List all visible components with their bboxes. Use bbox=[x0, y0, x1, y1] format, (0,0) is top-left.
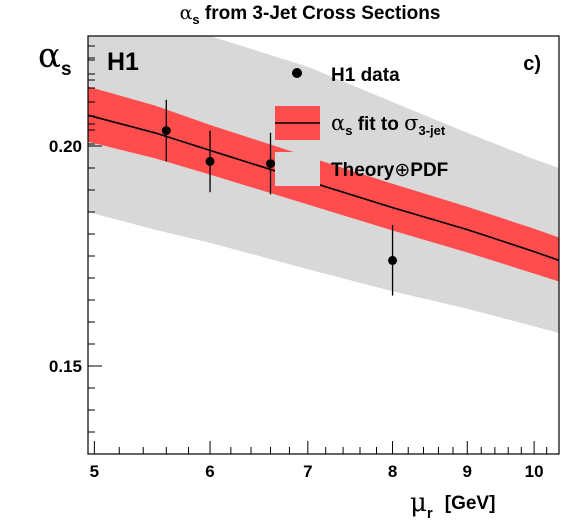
y-tick-label: 0.15 bbox=[49, 357, 82, 376]
y-tick-label: 0.20 bbox=[49, 137, 82, 156]
chart-title-symbol: α bbox=[180, 2, 193, 24]
legend-label: Theory⊕PDF bbox=[331, 160, 448, 181]
x-axis-unit: [GeV] bbox=[445, 493, 496, 514]
experiment-label: H1 bbox=[107, 48, 139, 76]
legend-label-part: α bbox=[331, 111, 345, 135]
data-point bbox=[205, 156, 215, 166]
chart-title: αs from 3-Jet Cross Sections bbox=[180, 2, 441, 27]
legend-marker-data bbox=[292, 68, 302, 78]
legend-label: H1 data bbox=[331, 65, 400, 86]
chart-title-text: from 3-Jet Cross Sections bbox=[200, 3, 441, 24]
legend-label-part: s bbox=[345, 123, 352, 138]
legend-label-part: σ bbox=[404, 111, 418, 135]
y-axis-label: αs bbox=[38, 36, 72, 80]
legend-label-part: 3-jet bbox=[418, 123, 445, 138]
panel-label: c) bbox=[523, 53, 541, 75]
legend-label: αs fit to σ3-jet bbox=[331, 111, 446, 138]
x-tick-label: 8 bbox=[388, 462, 397, 481]
y-axis-symbol: α bbox=[38, 36, 61, 76]
legend: H1 data αs fit to σ3-jet Theory⊕PDF bbox=[275, 65, 448, 186]
plot-frame bbox=[87, 35, 560, 455]
x-tick-label: 10 bbox=[525, 462, 544, 481]
y-axis-sub: s bbox=[61, 59, 72, 80]
data-point bbox=[388, 255, 398, 265]
data-point bbox=[161, 126, 171, 136]
x-tick-label: 5 bbox=[90, 462, 99, 481]
x-tick-label: 7 bbox=[303, 462, 312, 481]
x-axis-label: μr [GeV] bbox=[410, 488, 495, 522]
legend-label-part: Theory bbox=[331, 160, 395, 181]
data-point bbox=[266, 159, 276, 169]
axes: 0.150.200.255678910 bbox=[49, 35, 560, 481]
legend-swatch-theory bbox=[275, 152, 320, 186]
fit-line bbox=[87, 114, 560, 262]
legend-label-part: fit to bbox=[352, 114, 404, 135]
fit-band bbox=[88, 86, 559, 282]
chart-title-sub: s bbox=[192, 12, 199, 27]
x-axis-symbol: μ bbox=[410, 488, 427, 518]
x-tick-label: 6 bbox=[205, 462, 214, 481]
legend-label-part: PDF bbox=[410, 160, 448, 181]
x-tick-label: 9 bbox=[463, 462, 472, 481]
legend-label-part: ⊕ bbox=[394, 160, 410, 181]
x-axis-sub: r bbox=[427, 505, 433, 522]
plot-area bbox=[87, 36, 560, 333]
